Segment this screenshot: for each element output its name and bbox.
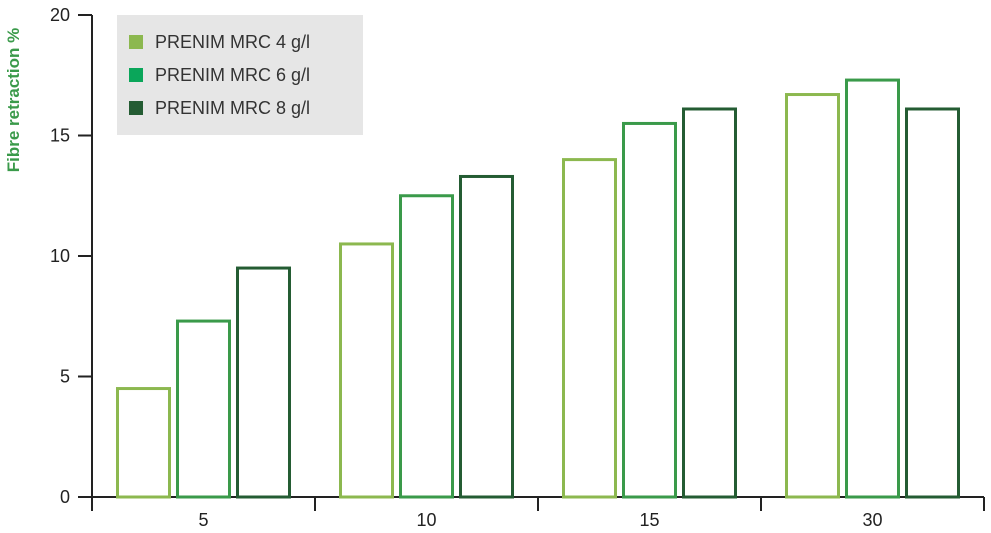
bar (459, 174, 514, 499)
x-tick-label: 5 (198, 510, 208, 530)
bar (399, 194, 454, 499)
bar (845, 78, 900, 499)
legend: PRENIM MRC 4 g/l PRENIM MRC 6 g/l PRENIM… (117, 15, 363, 135)
legend-swatch-4gl (129, 35, 143, 49)
legend-item-8gl: PRENIM MRC 8 g/l (129, 98, 310, 118)
bar (622, 121, 677, 499)
bar (562, 158, 617, 499)
y-tick-label: 10 (50, 246, 70, 266)
bar (176, 319, 231, 499)
y-axis-label: Fibre retraction % (4, 27, 23, 173)
x-tick-label: 30 (862, 510, 882, 530)
x-tick-label: 15 (639, 510, 659, 530)
bar (116, 387, 171, 499)
legend-item-4gl: PRENIM MRC 4 g/l (129, 32, 310, 52)
y-tick-label: 0 (60, 487, 70, 507)
legend-label-6gl: PRENIM MRC 6 g/l (155, 64, 311, 85)
y-tick-label: 15 (50, 126, 70, 146)
legend-label-4gl: PRENIM MRC 4 g/l (155, 31, 311, 52)
x-tick-label: 10 (416, 510, 436, 530)
bar (339, 242, 394, 499)
legend-swatch-6gl (129, 68, 143, 82)
legend-swatch-8gl (129, 101, 143, 115)
bar (682, 107, 737, 499)
y-tick-label: 20 (50, 5, 70, 25)
bar (785, 93, 840, 499)
bars (116, 78, 960, 499)
y-tick-label: 5 (60, 367, 70, 387)
bar (236, 266, 291, 499)
bar (905, 107, 960, 499)
legend-item-6gl: PRENIM MRC 6 g/l (129, 65, 310, 85)
legend-label-8gl: PRENIM MRC 8 g/l (155, 97, 311, 118)
